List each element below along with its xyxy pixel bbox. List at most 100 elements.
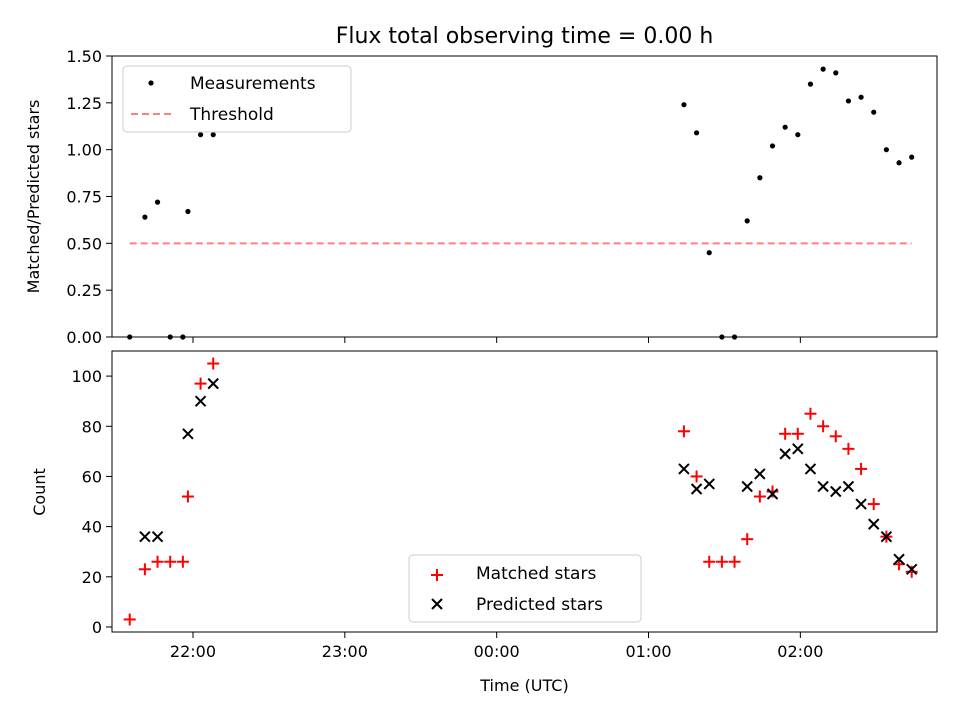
predicted-star-point xyxy=(766,488,779,500)
matched-star-point xyxy=(791,427,804,440)
top-axis-ticks: 0.00 0.25 0.50 0.75 1.00 1.25 1.50 xyxy=(66,47,801,347)
top-legend-box xyxy=(122,65,352,133)
measurement-point xyxy=(845,98,852,104)
top-ytick-label: 1.25 xyxy=(66,94,102,113)
measurement-point xyxy=(782,124,788,130)
bottom-ytick-label: 0 xyxy=(92,618,102,637)
matched-star-point xyxy=(715,555,728,568)
bottom-xtick-label: 01:00 xyxy=(625,642,671,661)
measurement-point xyxy=(833,70,839,76)
measurement-point xyxy=(820,66,826,72)
predicted-star-point xyxy=(830,485,842,498)
matched-star-point xyxy=(703,555,716,568)
predicted-star-point xyxy=(754,468,766,480)
predicted-star-point xyxy=(880,530,893,543)
matched-star-point xyxy=(804,407,817,420)
predicted-star-point xyxy=(855,498,867,510)
matched-star-point xyxy=(138,563,151,576)
legend-matched-label: Matched stars xyxy=(476,564,596,584)
bottom-xtick-label: 22:00 xyxy=(170,642,216,661)
predicted-star-point xyxy=(817,480,829,493)
bottom-plot-area xyxy=(123,357,918,626)
bottom-ytick-label: 100 xyxy=(71,367,102,386)
matched-star-point xyxy=(181,490,194,503)
measurement-point xyxy=(757,175,763,181)
top-chart-title: Flux total observing time = 0.00 h xyxy=(336,24,714,49)
matched-star-point xyxy=(123,613,136,626)
measurement-point xyxy=(909,154,915,160)
bottom-xtick-label: 00:00 xyxy=(474,642,520,661)
matched-star-point xyxy=(690,470,703,483)
measurement-point xyxy=(681,102,687,108)
legend-matched-marker xyxy=(431,569,443,581)
measurement-point xyxy=(185,208,191,215)
measurement-point xyxy=(693,130,700,136)
bottom-ytick-label: 60 xyxy=(82,467,102,486)
measurement-point xyxy=(197,132,204,138)
predicted-star-point xyxy=(139,530,151,543)
predicted-star-point xyxy=(703,478,715,490)
bottom-xtick-label: 02:00 xyxy=(777,642,823,661)
predicted-star-point xyxy=(151,530,164,543)
predicted-star-point xyxy=(905,563,918,575)
bottom-x-axis-label: Time (UTC) xyxy=(479,676,568,695)
matched-star-point xyxy=(867,498,880,511)
predicted-star-point xyxy=(792,443,804,455)
predicted-star-point xyxy=(182,428,194,440)
matched-star-point xyxy=(905,565,918,578)
top-ytick-label: 0.25 xyxy=(66,281,102,300)
top-ytick-label: 0.50 xyxy=(66,234,102,253)
measurement-point xyxy=(858,94,864,100)
legend-measurements-label: Measurements xyxy=(190,74,316,94)
measurement-point xyxy=(807,81,814,87)
matched-star-point xyxy=(753,490,766,503)
bottom-legend-box xyxy=(408,554,642,623)
matched-star-point xyxy=(164,555,177,568)
measurement-point xyxy=(706,250,712,256)
legend-predicted-label: Predicted stars xyxy=(476,595,603,615)
top-y-axis-label: Matched/Predicted stars xyxy=(24,100,43,294)
predicted-star-point xyxy=(690,483,703,495)
matched-star-point xyxy=(855,462,868,475)
top-ytick-label: 0.75 xyxy=(66,188,102,207)
measurement-point xyxy=(210,132,216,138)
predicted-star-point xyxy=(207,377,219,390)
matched-star-point xyxy=(194,377,207,390)
bottom-ytick-label: 40 xyxy=(82,518,102,537)
bottom-ytick-label: 80 xyxy=(82,417,102,436)
bottom-y-axis-label: Count xyxy=(30,468,49,516)
bottom-axis-ticks: 0 20 40 60 80 100 22:00 23:00 00:00 01:00 02:00 xyxy=(71,367,823,661)
legend-measurements-marker xyxy=(148,80,154,86)
matched-star-point xyxy=(677,425,690,438)
matched-star-point xyxy=(741,533,754,546)
measurement-point xyxy=(142,214,148,220)
top-ytick-label: 1.00 xyxy=(66,141,102,160)
predicted-star-point xyxy=(868,518,880,530)
predicted-star-point xyxy=(842,480,855,493)
legend-predicted-marker xyxy=(431,598,443,610)
bottom-xtick-label: 23:00 xyxy=(322,642,368,661)
measurement-point xyxy=(795,132,801,138)
predicted-star-point xyxy=(779,448,791,460)
measurement-point xyxy=(769,143,776,149)
matched-star-point xyxy=(842,442,855,455)
matched-star-point xyxy=(728,555,741,568)
top-ytick-label: 1.50 xyxy=(66,47,102,66)
predicted-star-point xyxy=(741,480,753,493)
predicted-star-point xyxy=(804,463,817,475)
matched-star-point xyxy=(817,420,830,433)
bottom-legend: Matched stars Predicted stars xyxy=(408,554,642,623)
measurement-point xyxy=(154,199,161,205)
matched-star-point xyxy=(829,430,842,443)
predicted-star-point xyxy=(893,553,905,565)
measurement-point xyxy=(883,147,889,153)
measurement-point xyxy=(744,218,750,224)
measurement-point xyxy=(871,109,877,115)
bottom-axes-frame xyxy=(111,350,938,633)
top-legend: Measurements Threshold xyxy=(122,65,352,133)
matched-star-point xyxy=(151,555,164,568)
predicted-star-point xyxy=(678,463,690,475)
matched-star-point xyxy=(207,357,220,370)
matched-star-point xyxy=(176,555,189,568)
